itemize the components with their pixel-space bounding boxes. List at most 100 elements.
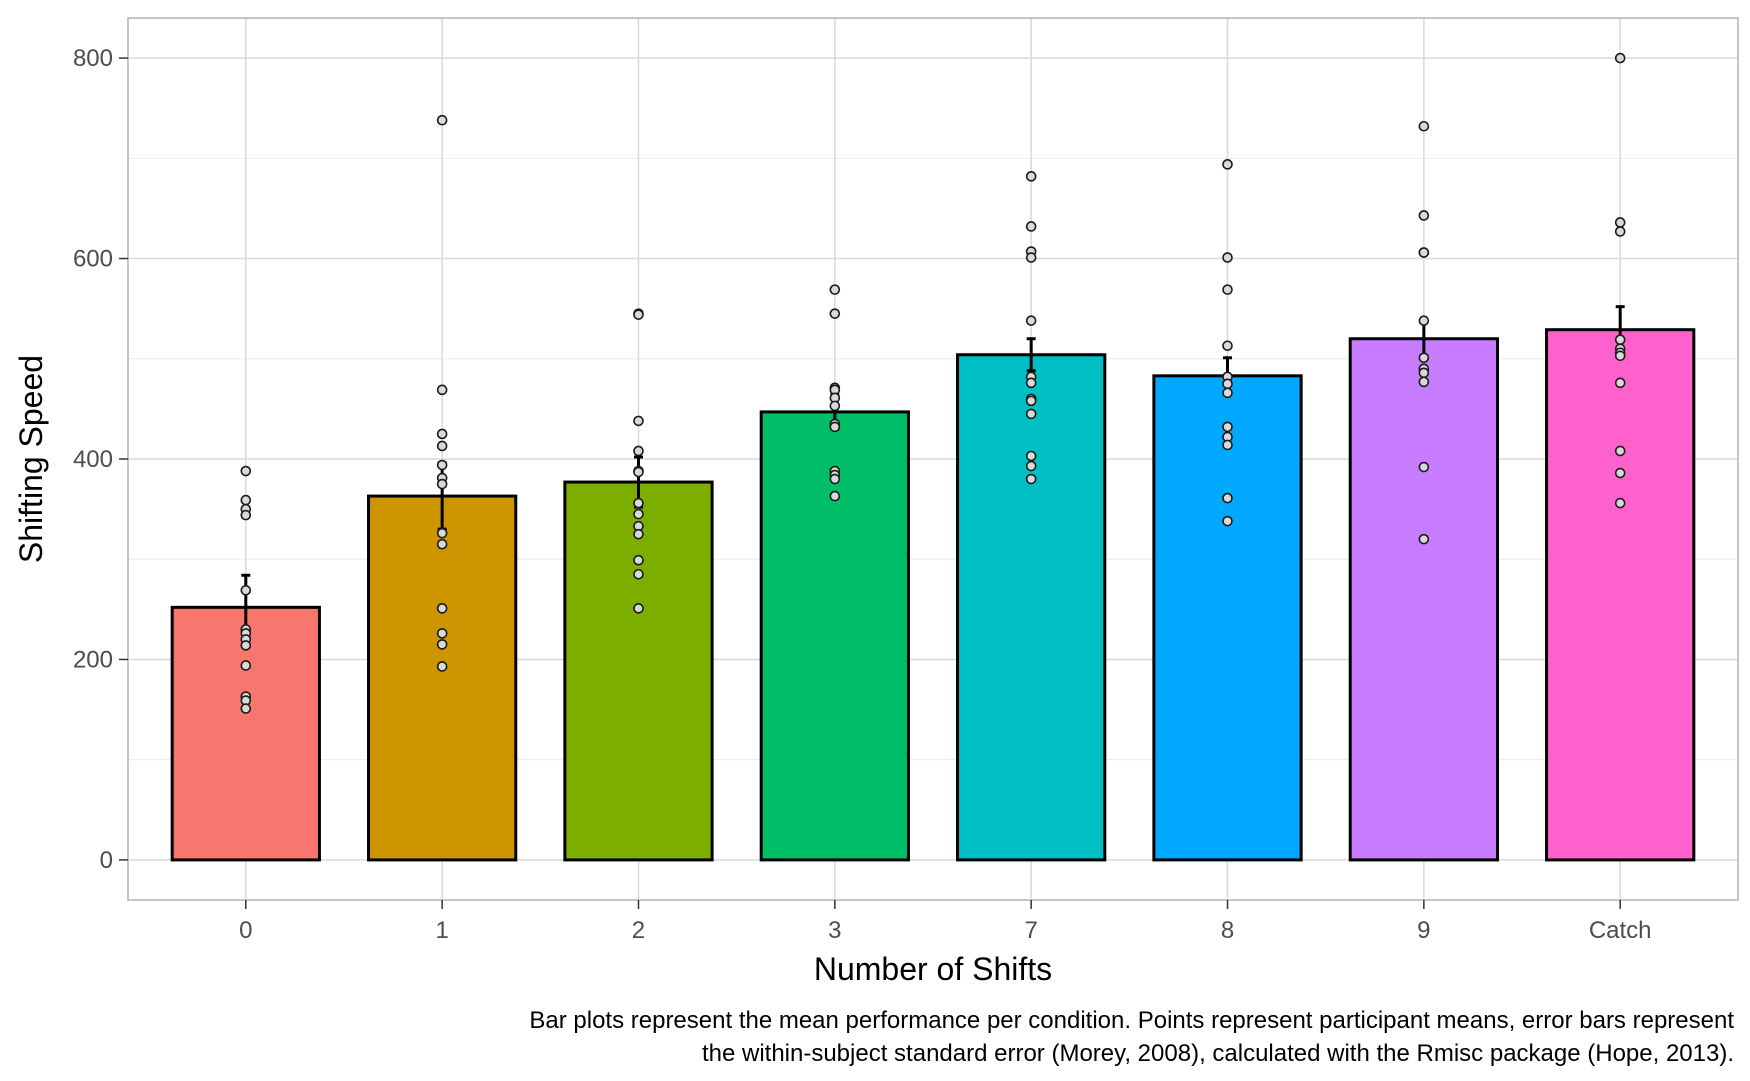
participant-point <box>436 527 448 539</box>
participant-point <box>829 308 841 319</box>
participant-point <box>1222 515 1233 527</box>
x-tick-label: 2 <box>632 917 645 944</box>
x-tick-label: 0 <box>239 917 252 944</box>
participant-point <box>829 490 841 502</box>
bar-catch <box>1545 328 1696 862</box>
y-tick-label: 200 <box>73 646 113 673</box>
participant-point <box>633 415 644 427</box>
x-axis-title: Number of Shifts <box>814 951 1052 987</box>
participant-point <box>1025 221 1037 232</box>
participant-point <box>436 478 448 490</box>
participant-point <box>1025 450 1037 462</box>
x-tick-label: 8 <box>1221 917 1234 944</box>
bar-8 <box>1152 374 1303 862</box>
participant-point <box>829 284 841 295</box>
participant-point <box>240 584 252 596</box>
participant-point <box>1222 387 1233 399</box>
x-tick-label: 9 <box>1417 917 1430 944</box>
y-tick-label: 800 <box>73 45 113 72</box>
participant-point <box>1614 52 1626 64</box>
bar-3 <box>759 410 910 862</box>
participant-point <box>436 440 448 452</box>
participant-point <box>1025 315 1037 326</box>
participant-point <box>1614 226 1626 237</box>
participant-point <box>240 660 252 671</box>
participant-point <box>633 445 644 457</box>
participant-point <box>1222 159 1233 170</box>
participant-point <box>1418 315 1430 326</box>
participant-point <box>1222 439 1233 451</box>
participant-point <box>240 640 252 651</box>
participant-point <box>1222 284 1233 295</box>
participant-point <box>436 538 448 550</box>
participant-point <box>436 384 448 396</box>
participant-point <box>1418 533 1430 545</box>
participant-point <box>1222 492 1233 504</box>
data-points <box>240 52 1626 714</box>
participant-point <box>633 554 644 566</box>
participant-point <box>1418 352 1430 364</box>
participant-point <box>1025 460 1037 472</box>
participant-point <box>1418 247 1430 258</box>
participant-point <box>1222 340 1233 352</box>
x-axis: 0 1 2 3 7 8 9 Catch <box>239 900 1652 944</box>
participant-point <box>1614 497 1626 509</box>
x-tick-label: 3 <box>828 917 841 944</box>
participant-point <box>1418 461 1430 473</box>
participant-point <box>240 509 252 521</box>
y-axis-title: Shifting Speed <box>13 355 49 563</box>
participant-point <box>1614 350 1626 362</box>
participant-point <box>436 661 448 672</box>
participant-point <box>633 466 644 478</box>
participant-point <box>1222 252 1233 263</box>
y-axis: 0 200 400 600 800 <box>73 45 128 874</box>
participant-point <box>1025 395 1037 407</box>
participant-point <box>633 497 644 509</box>
participant-point <box>240 703 252 714</box>
bar-1 <box>367 494 518 862</box>
participant-point <box>1614 377 1626 389</box>
participant-point <box>1418 367 1430 379</box>
participant-point <box>436 459 448 471</box>
participant-point <box>240 465 252 477</box>
participant-point <box>240 494 252 506</box>
participant-point <box>1614 467 1626 479</box>
participant-point <box>1614 445 1626 457</box>
y-tick-label: 0 <box>100 847 113 874</box>
bar-7 <box>956 353 1107 862</box>
participant-point <box>1222 378 1233 390</box>
participant-point <box>436 639 448 650</box>
participant-point <box>436 114 448 126</box>
participant-point <box>436 428 448 440</box>
participant-point <box>1614 334 1626 346</box>
participant-point <box>1222 421 1233 433</box>
x-tick-label: 7 <box>1024 917 1037 944</box>
bar-9 <box>1348 337 1499 862</box>
participant-point <box>436 603 448 614</box>
participant-point <box>1418 210 1430 221</box>
caption-line-2: the within-subject standard error (Morey… <box>702 1040 1734 1067</box>
participant-point <box>633 528 644 540</box>
y-tick-label: 600 <box>73 246 113 273</box>
participant-point <box>633 603 644 614</box>
participant-point <box>1025 408 1037 420</box>
x-tick-label: 1 <box>435 917 448 944</box>
participant-point <box>829 473 841 485</box>
participant-point <box>829 400 841 412</box>
participant-point <box>633 508 644 520</box>
participant-point <box>1418 120 1430 132</box>
caption-line-1: Bar plots represent the mean performance… <box>529 1007 1734 1034</box>
participant-point <box>1418 376 1430 388</box>
participant-point <box>1614 217 1626 228</box>
participant-point <box>633 309 644 320</box>
error-bar-7 <box>1026 337 1036 373</box>
participant-point <box>829 421 841 433</box>
bar-2 <box>563 480 714 862</box>
participant-point <box>1025 377 1037 389</box>
y-tick-label: 400 <box>73 446 113 473</box>
x-tick-label: Catch <box>1589 917 1652 944</box>
bars <box>170 328 1696 862</box>
participant-point <box>633 568 644 580</box>
participant-point <box>436 628 448 639</box>
